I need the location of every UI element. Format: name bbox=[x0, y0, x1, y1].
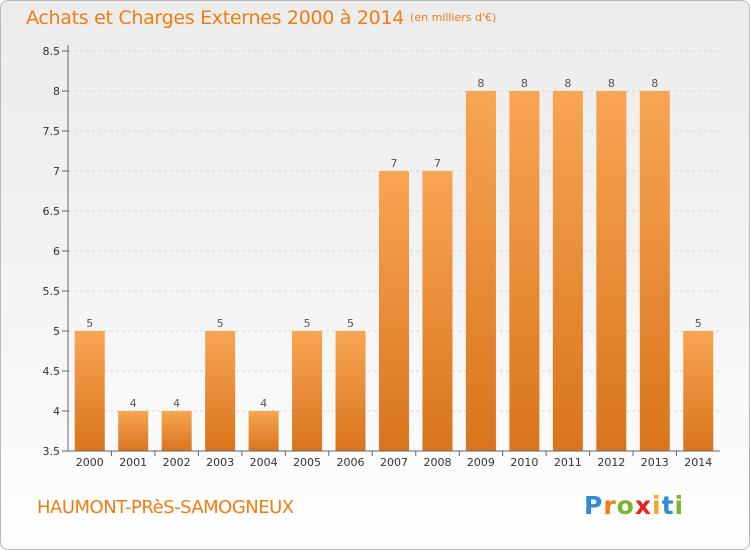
bar-2012[interactable] bbox=[596, 91, 627, 451]
bar-2000[interactable] bbox=[74, 331, 105, 451]
bar-value-label: 8 bbox=[477, 77, 484, 90]
bar-2010[interactable] bbox=[509, 91, 540, 451]
x-tick-label: 2004 bbox=[250, 456, 278, 469]
bar-value-label: 4 bbox=[260, 397, 267, 410]
bar-value-label: 8 bbox=[651, 77, 658, 90]
x-tick-label: 2006 bbox=[337, 456, 365, 469]
y-tick-label: 8.5 bbox=[43, 45, 61, 58]
bar-value-label: 5 bbox=[86, 317, 93, 330]
logo-letter: o bbox=[616, 491, 635, 520]
bar-value-label: 4 bbox=[173, 397, 180, 410]
bar-value-label: 4 bbox=[130, 397, 137, 410]
x-tick-label: 2009 bbox=[467, 456, 495, 469]
x-tick-label: 2007 bbox=[380, 456, 408, 469]
bar-2009[interactable] bbox=[465, 91, 496, 451]
chart-title: Achats et Charges Externes 2000 à 2014 bbox=[26, 7, 405, 29]
y-tick-label: 5 bbox=[53, 325, 60, 338]
chart-unit: (en milliers d'€) bbox=[410, 11, 497, 24]
logo-letter: i bbox=[674, 491, 685, 520]
x-tick-label: 2008 bbox=[423, 456, 451, 469]
x-tick-label: 2000 bbox=[76, 456, 104, 469]
x-tick-label: 2010 bbox=[510, 456, 538, 469]
bar-2011[interactable] bbox=[552, 91, 583, 451]
logo-letter: t bbox=[661, 491, 675, 520]
y-tick-label: 5.5 bbox=[43, 285, 61, 298]
bar-2013[interactable] bbox=[639, 91, 670, 451]
logo-letter: x bbox=[634, 491, 652, 520]
y-tick-label: 8 bbox=[53, 85, 60, 98]
commune-name: HAUMONT-PRèS-SAMOGNEUX bbox=[37, 497, 294, 518]
bar-2001[interactable] bbox=[118, 411, 149, 451]
x-tick-label: 2011 bbox=[554, 456, 582, 469]
x-tick-label: 2002 bbox=[163, 456, 191, 469]
y-tick-label: 3.5 bbox=[43, 445, 61, 458]
bar-value-label: 8 bbox=[608, 77, 615, 90]
x-tick-label: 2005 bbox=[293, 456, 321, 469]
logo-letter: P bbox=[584, 491, 604, 520]
bar-2004[interactable] bbox=[248, 411, 279, 451]
bar-2008[interactable] bbox=[422, 171, 453, 451]
bar-value-label: 5 bbox=[217, 317, 224, 330]
x-tick-label: 2014 bbox=[684, 456, 712, 469]
y-tick-label: 6.5 bbox=[43, 205, 61, 218]
bar-2002[interactable] bbox=[161, 411, 192, 451]
logo-letter: i bbox=[652, 491, 662, 520]
x-tick-label: 2012 bbox=[597, 456, 625, 469]
chart-title-row: Achats et Charges Externes 2000 à 2014 (e… bbox=[26, 7, 496, 29]
bars: 5 4 4 5 4 5 5 7 7 8 8 8 8 8 5 bbox=[74, 77, 714, 451]
x-tick-label: 2001 bbox=[119, 456, 147, 469]
x-tick-label: 2003 bbox=[206, 456, 234, 469]
y-tick-label: 6 bbox=[53, 245, 60, 258]
y-tick-label: 4.5 bbox=[43, 365, 61, 378]
x-tick-label: 2013 bbox=[641, 456, 669, 469]
bar-value-label: 5 bbox=[695, 317, 702, 330]
logo-letter: r bbox=[603, 491, 617, 520]
y-tick-label: 7 bbox=[53, 165, 60, 178]
bar-value-label: 7 bbox=[391, 157, 398, 170]
bar-2007[interactable] bbox=[379, 171, 409, 451]
y-tick-label: 4 bbox=[53, 405, 60, 418]
bar-2014[interactable] bbox=[683, 331, 714, 451]
y-tick-label: 7.5 bbox=[43, 125, 61, 138]
bar-value-label: 8 bbox=[521, 77, 528, 90]
bar-value-label: 5 bbox=[304, 317, 311, 330]
bar-value-label: 7 bbox=[434, 157, 441, 170]
bar-2006[interactable] bbox=[335, 331, 366, 451]
proxiti-logo[interactable]: Proxiti bbox=[584, 491, 684, 520]
bar-value-label: 5 bbox=[347, 317, 354, 330]
bar-value-label: 8 bbox=[564, 77, 571, 90]
bar-2005[interactable] bbox=[292, 331, 323, 451]
bar-2003[interactable] bbox=[205, 331, 236, 451]
axes: 3.5 4 4.5 5 5.5 6 6.5 7 7.5 8 8.5 2000 2001 2002 2003 2… bbox=[43, 45, 720, 469]
